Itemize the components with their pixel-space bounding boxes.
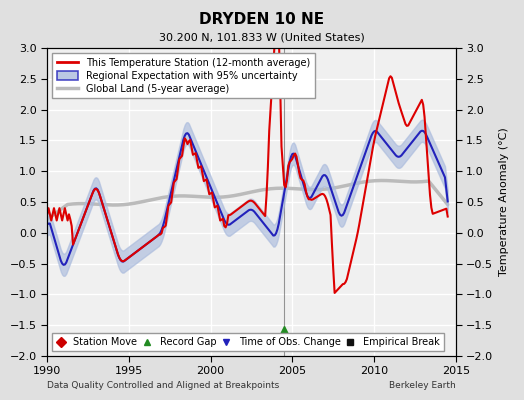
Y-axis label: Temperature Anomaly (°C): Temperature Anomaly (°C): [499, 128, 509, 276]
Text: DRYDEN 10 NE: DRYDEN 10 NE: [200, 12, 324, 27]
Legend: Station Move, Record Gap, Time of Obs. Change, Empirical Break: Station Move, Record Gap, Time of Obs. C…: [52, 333, 444, 351]
Text: Data Quality Controlled and Aligned at Breakpoints: Data Quality Controlled and Aligned at B…: [47, 381, 279, 390]
Text: Berkeley Earth: Berkeley Earth: [389, 381, 456, 390]
Text: 30.200 N, 101.833 W (United States): 30.200 N, 101.833 W (United States): [159, 32, 365, 42]
